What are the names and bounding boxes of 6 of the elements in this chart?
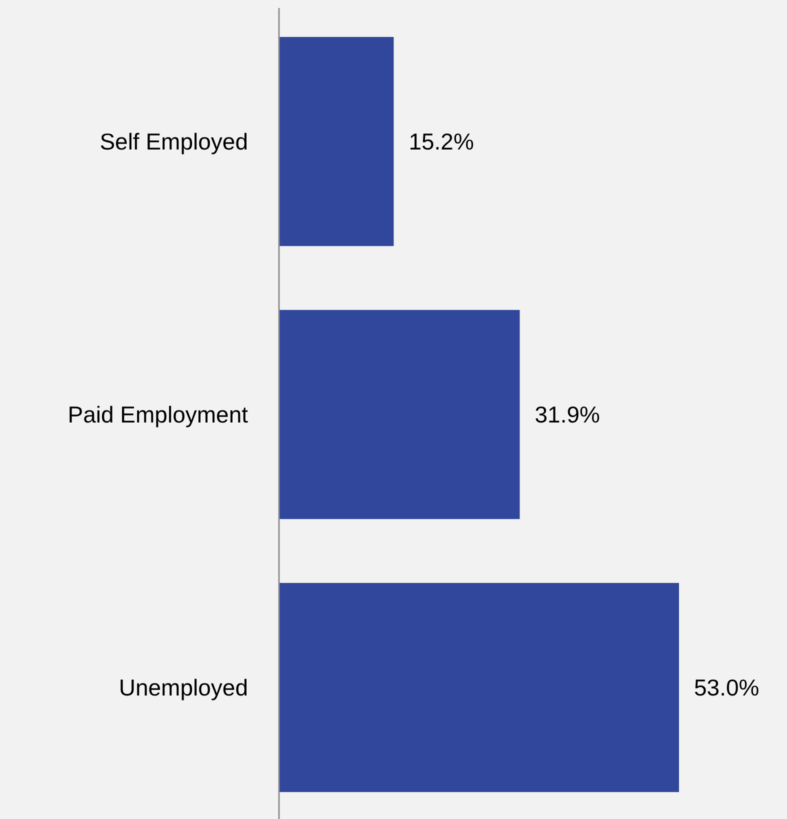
y-tick-label: Paid Employment (68, 402, 249, 428)
data-label: 53.0% (694, 674, 760, 701)
data-label: 31.9% (534, 402, 600, 428)
data-label: 15.2% (408, 128, 474, 155)
y-tick-label: Unemployed (118, 674, 248, 701)
y-tick-label: Self Employed (100, 128, 248, 155)
